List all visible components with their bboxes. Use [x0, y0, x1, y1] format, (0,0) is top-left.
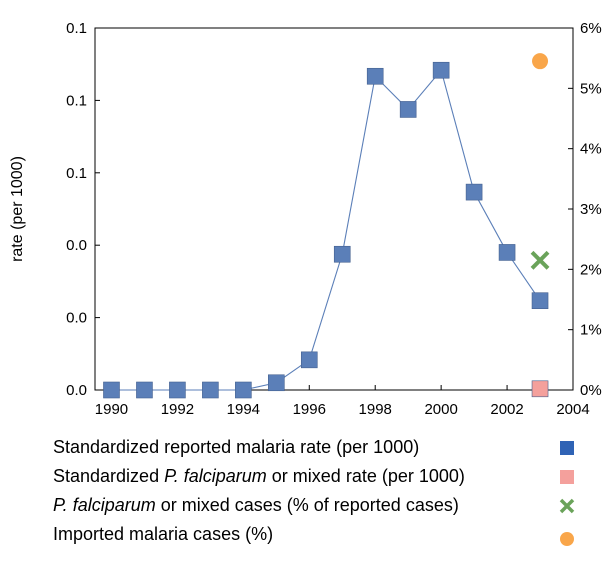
data-point-square [136, 381, 153, 399]
y-right-tick-label: 4% [580, 141, 602, 158]
y-right-axis: 0% 1% 2% 3% 4% 5% 6% [568, 20, 602, 399]
y-right-tick-label: 2% [580, 261, 602, 278]
data-point-square [531, 380, 549, 398]
y-left-tick-label: 0.0 [66, 237, 87, 254]
x-tick-label: 2004 [556, 401, 589, 418]
x-tick-label: 1998 [359, 401, 392, 418]
x-tick-label: 1992 [161, 401, 194, 418]
data-point-square [399, 101, 417, 118]
legend-label-prefix: Imported malaria cases (%) [53, 524, 273, 544]
x-tick-label: 2002 [490, 401, 523, 418]
data-point-x [530, 250, 550, 270]
y-right-tick-label: 3% [580, 201, 602, 218]
data-point-square [498, 244, 516, 261]
legend-label-prefix: Standardized reported malaria rate (per … [53, 437, 419, 457]
legend-label-suffix: or mixed cases (% of reported cases) [156, 495, 459, 515]
x-tick-label: 2000 [424, 401, 457, 418]
y-left-tick-label: 0.0 [66, 382, 87, 399]
data-point-square [300, 351, 318, 369]
data-point-square [465, 183, 483, 201]
data-point-square [103, 381, 120, 399]
data-point-circle [532, 53, 549, 70]
legend-marker-square [560, 470, 574, 484]
x-tick-label: 1996 [293, 401, 326, 418]
legend-label-suffix: or mixed rate (per 1000) [267, 466, 465, 486]
data-point-square [202, 381, 219, 399]
legend-marker-square [560, 441, 574, 455]
data-point-square [531, 292, 549, 310]
plot-frame [94, 27, 574, 391]
data-point-square [235, 381, 252, 399]
legend-label-3: Imported malaria cases (%) [53, 524, 273, 544]
y-right-tick-label: 1% [580, 322, 602, 339]
x-tick-label: 1990 [95, 401, 128, 418]
x-axis: 1990 1992 1994 1996 1998 2000 2002 2004 [95, 385, 590, 418]
data-point-square [333, 245, 351, 263]
y-right-tick-label: 6% [580, 20, 602, 37]
y-left-axis: 0.0 0.0 0.0 0.1 0.1 0.1 [66, 20, 100, 399]
legend-label-2: P. falciparum or mixed cases (% of repor… [53, 495, 459, 515]
legend-marker-x [559, 498, 575, 514]
data-point-square [169, 381, 186, 399]
y-right-tick-label: 0% [580, 382, 602, 399]
legend-label-0: Standardized reported malaria rate (per … [53, 437, 419, 457]
legend-label-italic: P. falciparum [164, 466, 267, 486]
y-left-tick-label: 0.1 [66, 165, 87, 182]
legend-label-italic: P. falciparum [53, 495, 156, 515]
legend-label-1: Standardized P. falciparum or mixed rate… [53, 466, 465, 486]
data-point-square [366, 67, 384, 85]
y-right-tick-label: 5% [580, 80, 602, 97]
data-point-square [268, 374, 285, 392]
y-left-tick-label: 0.0 [66, 310, 87, 327]
legend-marker-circle [560, 532, 574, 546]
legend: Standardized reported malaria rate (per … [53, 437, 575, 546]
data-point-x-stroke [530, 250, 550, 270]
data-point-square [432, 61, 450, 79]
y-axis-title: rate (per 1000) [9, 156, 26, 262]
y-left-tick-label: 0.1 [66, 20, 87, 37]
y-left-tick-label: 0.1 [66, 92, 87, 109]
x-tick-label: 1994 [227, 401, 260, 418]
series-layer [103, 53, 550, 399]
legend-label-prefix: Standardized [53, 466, 164, 486]
